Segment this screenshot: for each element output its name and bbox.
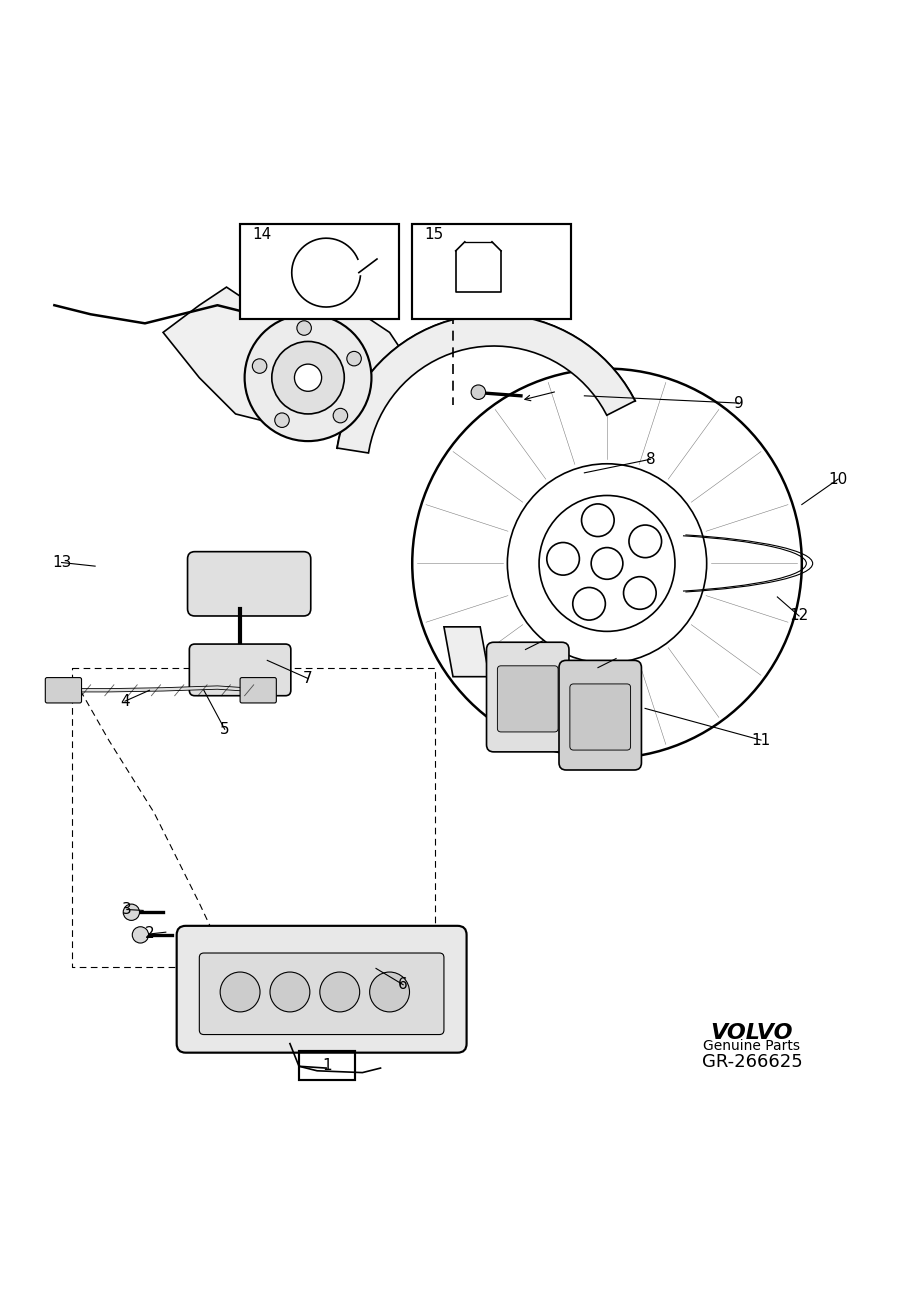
Text: 2: 2 xyxy=(145,926,154,942)
Circle shape xyxy=(123,904,140,921)
Circle shape xyxy=(629,525,661,557)
Circle shape xyxy=(294,364,322,391)
Text: 12: 12 xyxy=(789,608,809,624)
Text: GR-266625: GR-266625 xyxy=(701,1052,803,1070)
FancyBboxPatch shape xyxy=(559,660,641,770)
Polygon shape xyxy=(444,627,489,677)
FancyBboxPatch shape xyxy=(240,678,276,703)
Circle shape xyxy=(333,408,348,423)
Circle shape xyxy=(132,926,149,943)
Text: 6: 6 xyxy=(399,977,408,992)
Bar xyxy=(412,223,571,318)
Circle shape xyxy=(297,321,312,335)
Circle shape xyxy=(245,314,371,442)
Text: VOLVO: VOLVO xyxy=(710,1022,794,1043)
FancyBboxPatch shape xyxy=(570,685,631,750)
Circle shape xyxy=(370,972,410,1012)
Text: 11: 11 xyxy=(751,733,771,748)
Circle shape xyxy=(591,548,623,579)
Text: 3: 3 xyxy=(122,902,131,917)
Bar xyxy=(240,223,399,318)
FancyBboxPatch shape xyxy=(497,666,558,731)
Text: 1: 1 xyxy=(323,1057,332,1073)
Polygon shape xyxy=(163,287,408,433)
Circle shape xyxy=(320,972,360,1012)
Circle shape xyxy=(573,587,605,620)
Circle shape xyxy=(347,352,361,366)
Text: 9: 9 xyxy=(734,396,743,410)
Text: 14: 14 xyxy=(252,227,271,242)
FancyBboxPatch shape xyxy=(189,644,291,696)
Circle shape xyxy=(253,359,267,373)
Circle shape xyxy=(275,413,289,427)
FancyBboxPatch shape xyxy=(188,552,311,616)
Circle shape xyxy=(547,543,580,575)
Text: 7: 7 xyxy=(304,672,313,686)
FancyBboxPatch shape xyxy=(45,678,82,703)
Circle shape xyxy=(272,342,344,414)
FancyBboxPatch shape xyxy=(199,953,444,1034)
Text: 8: 8 xyxy=(646,452,655,466)
Text: 10: 10 xyxy=(828,472,848,487)
Text: 15: 15 xyxy=(424,227,443,242)
Bar xyxy=(299,1051,355,1079)
FancyBboxPatch shape xyxy=(177,926,467,1052)
Circle shape xyxy=(471,385,486,400)
Circle shape xyxy=(270,972,310,1012)
Circle shape xyxy=(623,577,656,609)
Polygon shape xyxy=(337,314,635,453)
Circle shape xyxy=(220,972,260,1012)
Text: 5: 5 xyxy=(220,722,229,737)
Text: Genuine Parts: Genuine Parts xyxy=(703,1039,801,1053)
FancyBboxPatch shape xyxy=(487,642,569,752)
Text: 4: 4 xyxy=(120,694,130,709)
Circle shape xyxy=(582,504,614,536)
Text: 13: 13 xyxy=(52,555,72,570)
